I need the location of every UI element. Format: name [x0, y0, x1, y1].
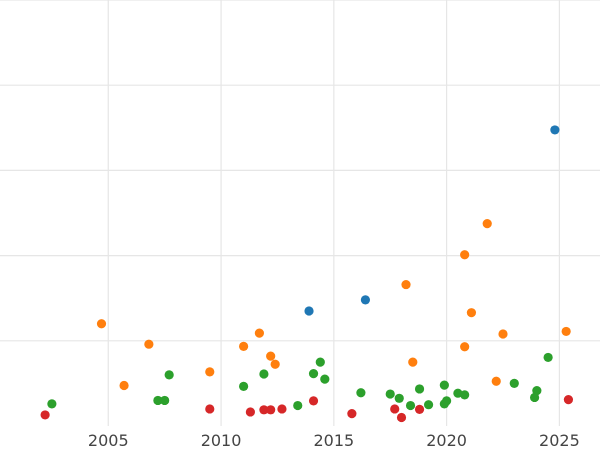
data-point	[482, 219, 492, 229]
data-point	[396, 412, 407, 423]
data-point	[414, 404, 425, 414]
data-point	[405, 400, 416, 411]
data-point	[239, 381, 249, 391]
data-point	[40, 410, 50, 420]
data-point	[160, 395, 170, 406]
data-point	[205, 367, 215, 377]
data-point	[205, 404, 215, 414]
data-point	[315, 357, 325, 367]
data-point	[164, 370, 174, 380]
x-axis-ticks: 2005 2010 2015 2020 2025	[88, 431, 580, 450]
data-point	[47, 399, 57, 409]
data-point	[96, 319, 107, 329]
data-point	[308, 396, 319, 406]
data-point	[408, 357, 418, 367]
x-tick-label: 2025	[539, 431, 580, 450]
data-point	[119, 380, 129, 391]
data-point	[390, 404, 400, 414]
data-point	[466, 308, 477, 318]
data-point	[394, 393, 404, 403]
data-point	[532, 386, 542, 396]
x-tick-label: 2010	[201, 431, 242, 450]
data-point	[153, 395, 163, 406]
data-point	[561, 326, 571, 337]
x-tick-label: 2005	[88, 431, 129, 450]
data-point	[304, 306, 314, 316]
data-point	[347, 409, 357, 419]
data-point	[266, 351, 276, 361]
data-point	[320, 374, 330, 384]
data-point	[356, 388, 366, 398]
grid	[0, 0, 600, 426]
x-tick-label: 2020	[426, 431, 467, 450]
data-point	[491, 376, 501, 386]
data-point	[460, 390, 470, 400]
data-point	[543, 352, 553, 363]
data-point	[277, 404, 287, 414]
x-tick-label: 2015	[313, 431, 354, 450]
data-point	[293, 400, 303, 411]
data-point	[423, 400, 434, 410]
data-point	[144, 339, 154, 349]
data-points	[40, 125, 574, 423]
data-point	[266, 405, 276, 415]
data-point	[563, 394, 574, 405]
data-point	[509, 378, 519, 388]
data-point	[439, 380, 449, 390]
data-point	[259, 405, 269, 415]
data-point	[460, 342, 470, 352]
data-point	[245, 407, 255, 417]
data-point	[414, 384, 425, 394]
data-point	[401, 279, 411, 290]
data-point	[550, 125, 560, 135]
data-point	[270, 359, 280, 369]
data-point	[498, 329, 508, 339]
data-point	[360, 295, 371, 305]
data-point	[239, 341, 249, 351]
data-point	[460, 250, 470, 260]
data-point	[385, 389, 395, 399]
data-point	[254, 328, 264, 338]
data-point	[259, 369, 269, 379]
data-point	[442, 396, 452, 406]
data-point	[308, 369, 319, 379]
